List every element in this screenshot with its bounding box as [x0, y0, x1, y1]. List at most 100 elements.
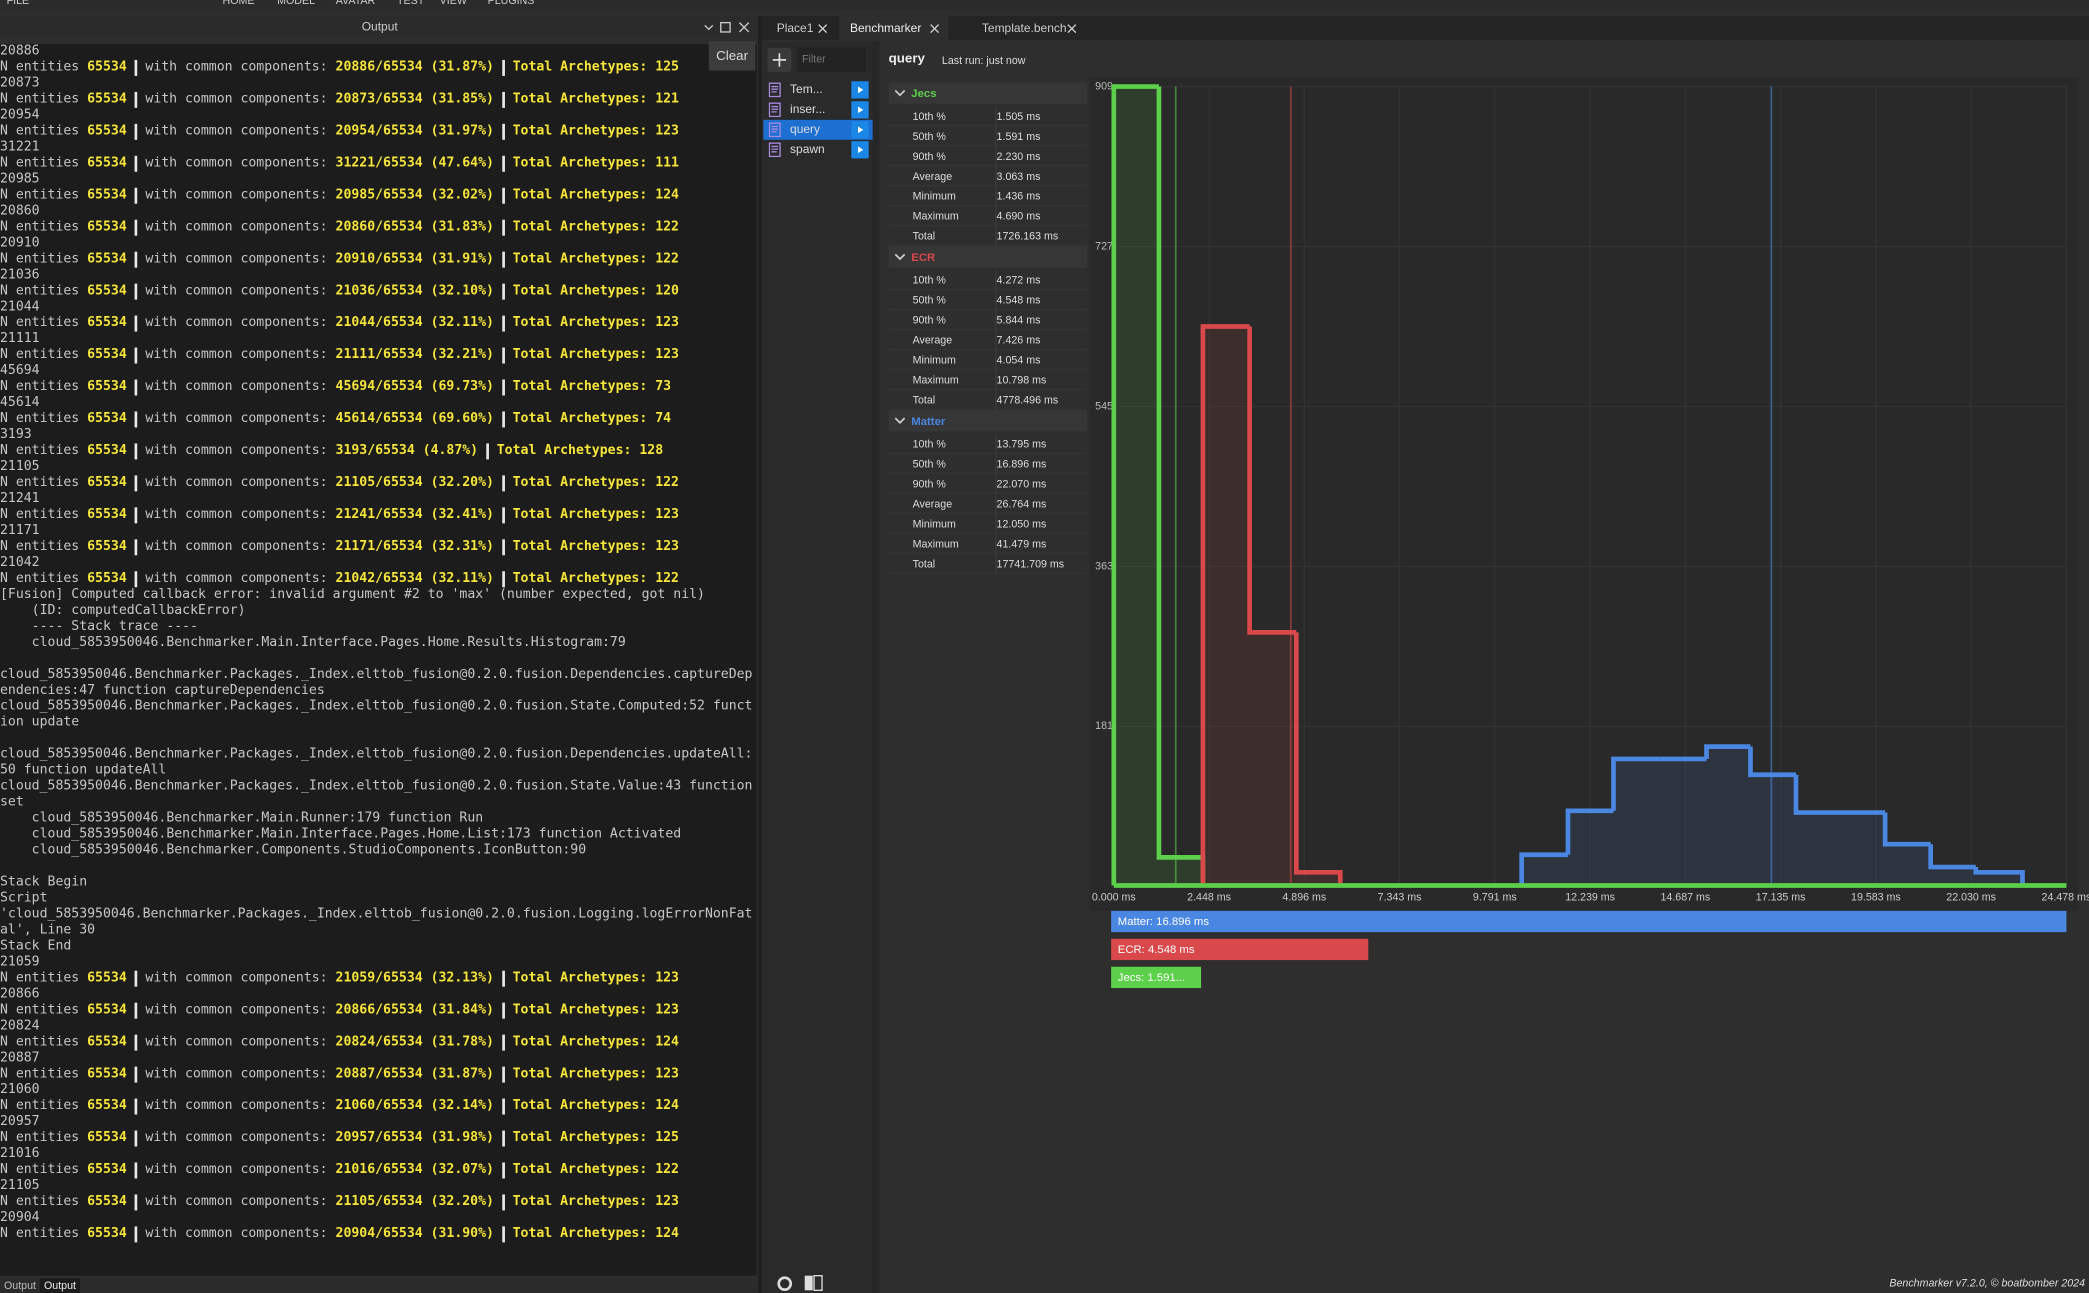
- log-entity-line: N entities 65534 with common components: …: [0, 475, 757, 492]
- tab-close[interactable]: [818, 24, 828, 34]
- tab[interactable]: Place1: [766, 16, 837, 40]
- tab-close[interactable]: [930, 24, 940, 34]
- log-count: 20904: [0, 1210, 40, 1226]
- label: N entities: [0, 1130, 80, 1146]
- run-button[interactable]: [851, 101, 869, 119]
- stat-label: 90th %: [912, 314, 946, 327]
- separator: [134, 571, 138, 588]
- run-button[interactable]: [851, 121, 869, 139]
- x-tick-label: 7.343 ms: [1378, 891, 1422, 903]
- stat-value: 1.591 ms: [995, 126, 1040, 147]
- settings-icons[interactable]: [773, 1274, 826, 1293]
- log-line: cloud_5853950046.Benchmarker.Main.Runner…: [0, 810, 484, 826]
- archetypes: 128: [639, 443, 664, 459]
- benchmark-item[interactable]: inser...: [763, 100, 872, 120]
- separator: [134, 91, 138, 108]
- separator: [134, 59, 138, 76]
- stats-row: 50th % 4.548 ms: [888, 290, 1088, 311]
- log-entity-line: N entities 65534 with common components: …: [0, 91, 757, 108]
- log-line: cloud_5853950046.Benchmarker.Packages._I…: [0, 778, 753, 810]
- chevron: [894, 253, 906, 261]
- benchmark-item[interactable]: query: [763, 119, 873, 140]
- bin-outline: [1293, 632, 1343, 886]
- stat-label: Maximum: [912, 537, 959, 550]
- stats-group-header[interactable]: Jecs: [888, 82, 1088, 104]
- entity-count: 65534: [87, 970, 127, 986]
- log-entity-line: N entities 65534 with common components: …: [0, 1130, 757, 1147]
- median-label: Matter: 16.896 ms: [1118, 916, 1210, 928]
- stats-row: Minimum 12.050 ms: [888, 513, 1088, 534]
- common-components: 21111/65534 (32.21%): [335, 347, 494, 363]
- tab-close[interactable]: [1067, 24, 1077, 34]
- output-tab[interactable]: Output: [3, 1279, 36, 1292]
- log-count: 20866: [0, 986, 40, 1002]
- stats-group-header[interactable]: Matter: [888, 410, 1088, 432]
- separator: [501, 347, 505, 364]
- label: N entities: [0, 347, 80, 363]
- add-button[interactable]: [767, 47, 792, 72]
- separator: [134, 411, 138, 428]
- clear-button[interactable]: Clear: [708, 41, 756, 71]
- menu-item[interactable]: HOME: [222, 0, 255, 7]
- entity-count: 65534: [87, 1034, 127, 1050]
- bin-outline: [1793, 774, 1840, 815]
- benchmark-item[interactable]: spawn: [763, 140, 872, 160]
- archetypes: 122: [655, 571, 679, 586]
- entity-count: 65534: [87, 347, 127, 363]
- panel-icons[interactable]: [703, 21, 751, 34]
- menu-item[interactable]: FILE: [6, 0, 30, 7]
- archetypes: 74: [655, 411, 672, 427]
- common-components: 20873/65534 (31.85%): [335, 91, 494, 107]
- label: N entities: [0, 507, 80, 522]
- label: with common components:: [145, 1162, 328, 1178]
- stat-value: 22.070 ms: [995, 474, 1046, 495]
- menu-item[interactable]: VIEW: [439, 0, 467, 7]
- menu-item[interactable]: TEST: [397, 0, 425, 7]
- stat-label: Average: [912, 334, 953, 347]
- stat-label: Maximum: [912, 210, 959, 223]
- separator: [501, 1130, 505, 1147]
- tab[interactable]: Benchmarker: [839, 15, 949, 40]
- label: Total Archetypes:: [512, 1130, 648, 1146]
- log-count: 20824: [0, 1018, 40, 1034]
- entity-count: 65534: [87, 155, 127, 171]
- separator: [134, 187, 138, 204]
- menu-item[interactable]: MODEL: [277, 0, 316, 7]
- tab[interactable]: Template.bench: [953, 16, 1086, 40]
- common-components: 20866/65534 (31.84%): [335, 1002, 494, 1018]
- stats-row: 90th % 2.230 ms: [888, 146, 1088, 167]
- separator: [134, 379, 138, 396]
- label: Total Archetypes:: [512, 571, 648, 586]
- label: with common components:: [145, 347, 328, 363]
- run-button[interactable]: [851, 141, 869, 159]
- median-bar: [1111, 966, 1202, 989]
- stat-label: Total: [912, 230, 936, 243]
- common-components: 21042/65534 (32.11%): [335, 571, 494, 586]
- label: with common components:: [145, 379, 328, 395]
- menu-item[interactable]: AVATAR: [335, 0, 376, 7]
- entity-count: 65534: [87, 379, 127, 395]
- label: with common components:: [145, 315, 328, 331]
- stat-value: 5.844 ms: [995, 310, 1040, 331]
- stats-group-header[interactable]: ECR: [888, 246, 1088, 268]
- stats-row: 50th % 1.591 ms: [888, 126, 1088, 147]
- entity-count: 65534: [87, 315, 127, 331]
- label: N entities: [0, 571, 80, 586]
- benchmark-item[interactable]: Tem...: [763, 80, 872, 100]
- filter-input[interactable]: Filter: [796, 47, 866, 72]
- run-button[interactable]: [851, 81, 869, 99]
- separator: [501, 1194, 505, 1211]
- separator: [134, 315, 138, 332]
- log-entity-line: N entities 65534 with common components: …: [0, 411, 757, 428]
- separator: [134, 155, 138, 172]
- bin-fill: [1839, 812, 1886, 886]
- output-tab[interactable]: Output: [39, 1278, 80, 1293]
- label: Total Archetypes:: [512, 187, 648, 203]
- series-name: ECR: [911, 250, 936, 264]
- separator: [134, 1034, 138, 1051]
- menu-item[interactable]: PLUGINS: [487, 0, 535, 7]
- separator: [134, 475, 138, 492]
- label: N entities: [0, 475, 80, 491]
- label: Total Archetypes:: [512, 1194, 648, 1210]
